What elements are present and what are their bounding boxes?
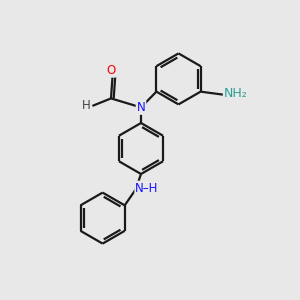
Text: O: O: [106, 64, 116, 77]
Text: N–H: N–H: [135, 182, 159, 195]
Text: N: N: [136, 101, 146, 114]
Text: NH₂: NH₂: [224, 87, 248, 100]
Text: H: H: [81, 99, 90, 112]
